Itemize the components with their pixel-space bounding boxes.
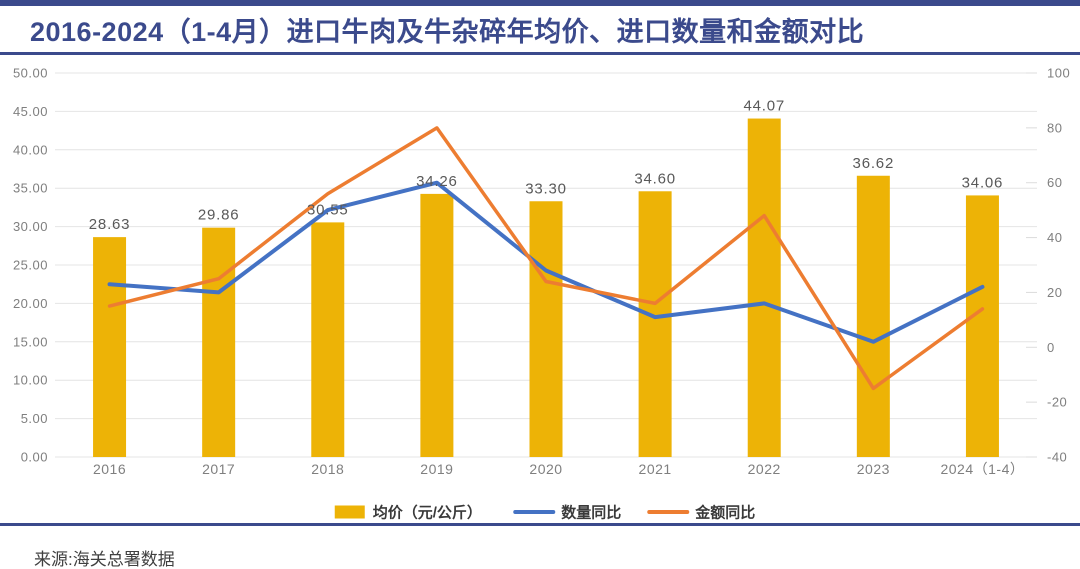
x-axis-label: 2023 <box>857 461 890 477</box>
bar <box>638 191 672 457</box>
left-axis-tick-label: 0.00 <box>21 450 48 465</box>
chart-canvas: 0.00 5.00 10.00 15.00 20.00 25.00 30.00 35.00 40… <box>13 66 1070 522</box>
footer-divider <box>0 523 1080 526</box>
left-axis: 0.00 5.00 10.00 15.00 20.00 25.00 30.00 35.00 40… <box>13 66 48 465</box>
left-axis-tick-label: 25.00 <box>13 258 48 273</box>
x-axis-label: 2020 <box>529 461 562 477</box>
chart-legend: 均价（元/公斤） 数量同比 金额同比 <box>334 504 755 522</box>
bar <box>965 195 999 458</box>
right-axis-tick-label: 40 <box>1047 230 1062 245</box>
left-axis-tick-label: 50.00 <box>13 66 48 81</box>
left-axis-tick-label: 15.00 <box>13 334 48 349</box>
line-series-amount-yoy <box>107 126 985 391</box>
bar-value-label: 36.62 <box>853 155 895 172</box>
bar <box>420 193 454 458</box>
x-axis-label: 2017 <box>202 461 235 477</box>
bar-value-labels: 28.63 29.86 30.55 34.26 33.30 34.60 44.07 36.62… <box>89 98 1003 234</box>
x-axis-label: 2018 <box>311 461 344 477</box>
legend-label: 金额同比 <box>694 504 755 522</box>
right-axis-tick-label: -20 <box>1047 395 1067 410</box>
left-axis-tick-label: 10.00 <box>13 373 48 388</box>
legend-item-avg-price: 均价（元/公斤） <box>334 504 482 522</box>
top-accent-bar <box>0 0 1080 6</box>
bar-value-label: 34.60 <box>634 170 676 187</box>
legend-label: 均价（元/公斤） <box>373 504 482 522</box>
left-axis-tick-label: 35.00 <box>13 181 48 196</box>
title-divider <box>0 52 1080 55</box>
right-axis-tick-label: 20 <box>1047 285 1062 300</box>
source-note: 来源:海关总署数据 <box>34 550 175 569</box>
x-axis-label: 2021 <box>639 461 672 477</box>
bar-value-label: 30.55 <box>307 201 349 218</box>
right-axis-tick-label: 0 <box>1047 340 1055 355</box>
bar-value-label: 34.26 <box>416 173 458 190</box>
x-axis-label: 2019 <box>420 461 453 477</box>
legend-label: 数量同比 <box>561 504 621 522</box>
bar <box>202 227 236 457</box>
bar-series-avg-price <box>93 118 999 458</box>
left-axis-tick-label: 20.00 <box>13 296 48 311</box>
right-axis-tick-label: 60 <box>1047 175 1062 190</box>
bar <box>747 118 781 457</box>
bar-value-label: 44.07 <box>743 98 785 115</box>
left-axis-tick-label: 5.00 <box>21 411 48 426</box>
bar <box>93 237 127 457</box>
bar <box>529 201 563 457</box>
bar-value-label: 33.30 <box>525 180 567 197</box>
bar <box>856 175 890 457</box>
bar <box>311 222 345 457</box>
right-axis-tick-label: 100 <box>1047 66 1070 81</box>
x-axis-label: 2016 <box>93 461 126 477</box>
left-axis-tick-label: 40.00 <box>13 142 48 157</box>
x-axis-label: 2022 <box>748 461 781 477</box>
left-axis-tick-label: 30.00 <box>13 219 48 234</box>
right-axis-tick-label: 80 <box>1047 120 1062 135</box>
legend-bar-swatch <box>334 505 365 519</box>
bar-value-label: 29.86 <box>198 207 240 224</box>
bar-value-label: 28.63 <box>89 216 131 233</box>
right-axis-tick-label: -40 <box>1047 450 1067 465</box>
left-axis-tick-label: 45.00 <box>13 104 48 119</box>
legend-item-amount-yoy: 金额同比 <box>647 504 755 522</box>
chart-title: 2016-2024（1-4月）进口牛肉及牛杂碎年均价、进口数量和金额对比 <box>30 17 865 47</box>
x-axis: 2016 2017 2018 2019 2020 2021 2022 2023 2024（1-4… <box>93 461 1024 477</box>
bar-value-label: 34.06 <box>962 174 1004 191</box>
legend-item-quantity-yoy: 数量同比 <box>513 504 621 522</box>
x-axis-label: 2024（1-4） <box>940 461 1024 477</box>
right-axis: -40 -20 0 20 40 60 80 100 <box>1026 66 1070 465</box>
